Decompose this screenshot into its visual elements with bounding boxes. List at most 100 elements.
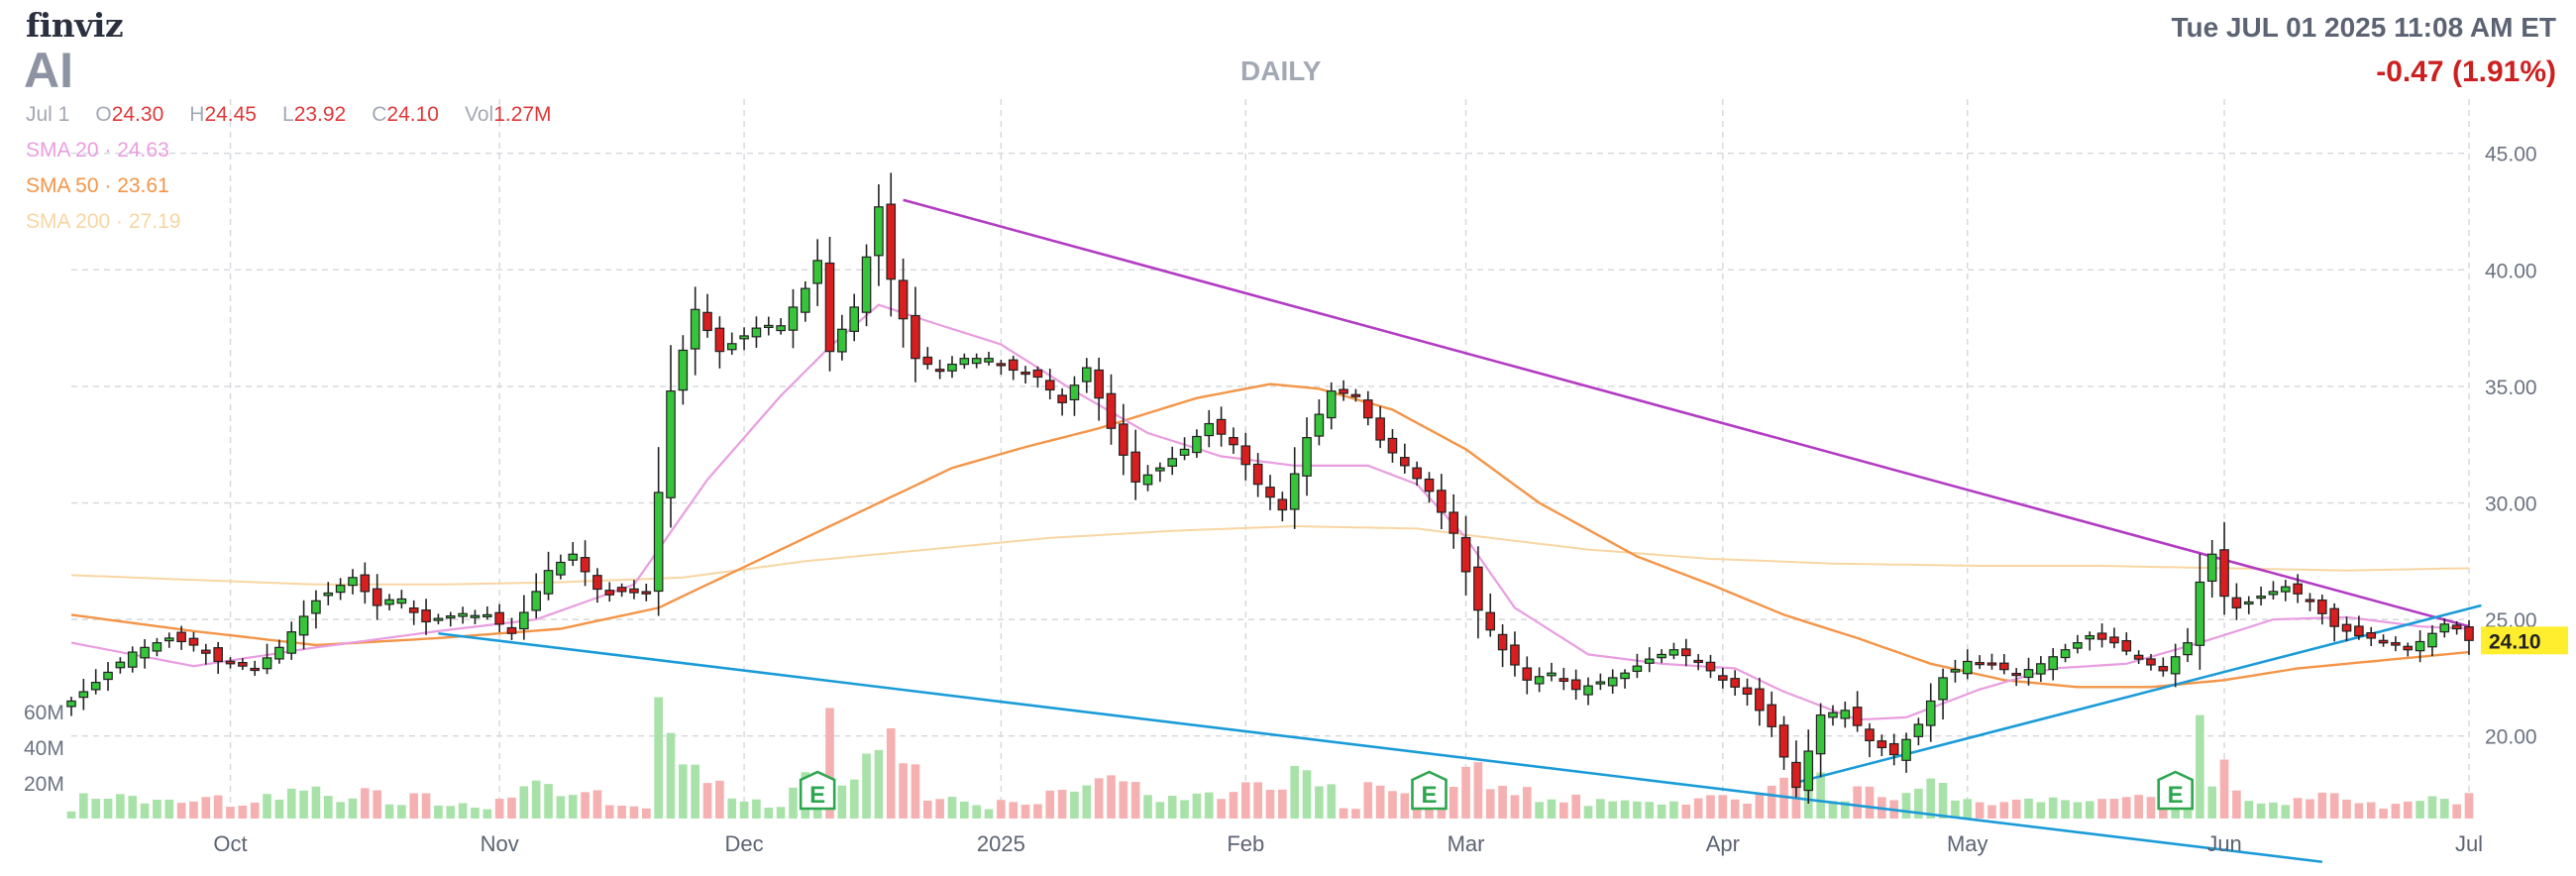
candle-down [1877,740,1887,749]
volume-bar [1730,799,1740,819]
earnings-marker-label: E [2168,782,2184,809]
candle-up [286,631,297,654]
volume-bar [691,764,700,819]
volume-bar [507,797,516,819]
volume-bar [128,796,138,819]
candle-up [1815,713,1826,755]
candle-down [1558,678,1569,683]
sma200-legend[interactable]: SMA 200 · 27.19 [26,210,181,233]
candle-down [886,203,897,280]
candle-up [1289,473,1300,510]
earnings-marker [2157,770,2194,811]
candle-down [1986,662,1997,666]
volume-bar [2342,799,2351,819]
sma20-legend[interactable]: SMA 20 · 24.63 [26,139,169,162]
volume-bar [263,794,271,819]
ohlc-readout: Jul 1 O24.30 H24.45 L23.92 C24.10 Vol1.27M [26,103,578,127]
candle-down [1975,662,1985,666]
volume-bar [886,727,896,819]
candle-down [1020,371,1030,376]
volume-bar [2109,799,2119,819]
candle-down [1032,369,1043,379]
candle-down [1460,536,1471,573]
candle-up [323,592,334,597]
volume-bar [1535,802,1544,819]
volume-bar [79,793,88,819]
candle-down [2341,623,2352,632]
volume-bar [837,785,847,819]
volume-bar [1645,802,1655,819]
volume-bar [1094,778,1104,819]
volume-bar [1290,765,1300,819]
candle-up [678,349,689,391]
candle-up [311,600,321,614]
candle-down [2096,632,2107,640]
volume-bar [226,807,235,819]
candle-up [874,206,884,257]
volume-bar [1865,786,1875,819]
volume-bar [1522,787,1532,819]
candle-down [1791,761,1801,789]
volume-bar [238,805,248,819]
volume-bar [679,764,688,819]
timeframe-label[interactable]: DAILY [1240,55,1322,86]
candle-up [2427,632,2437,648]
candle-down [176,631,186,643]
candle-down [2464,625,2474,641]
candle-up [1069,384,1080,400]
candle-up [1962,660,1973,675]
candle-down [238,662,248,667]
x-tick-label: Dec [725,831,764,856]
x-tick-label: Mar [1448,831,1485,856]
quote-datetime: Tue JUL 01 2025 11:08 AM ET [2171,12,2556,43]
volume-bar [458,803,468,819]
trendline-upper [903,198,2470,628]
candle-down [1008,359,1019,372]
volume-bar [1130,782,1140,819]
volume-bar [776,807,786,819]
candle-up [163,637,174,642]
candle-down [1852,707,1863,726]
volume-bar [397,805,406,819]
x-tick-label: Jun [2206,831,2241,856]
volume-bar [1351,809,1360,819]
volume-bar [1400,793,1410,819]
volume-bar [1155,802,1165,819]
candle-up [1142,474,1153,486]
x-tick-label: Oct [213,831,247,856]
candle-down [225,660,236,665]
volume-bar [1596,799,1605,819]
y-tick-label: 30.00 [2485,493,2537,516]
last-price-label: 24.10 [2489,630,2541,653]
candle-up [66,700,76,708]
earnings-marker [799,770,836,811]
candle-up [519,611,529,630]
volume-bar [1901,793,1911,819]
candle-down [1570,679,1581,691]
volume-bar [764,807,774,819]
volume-bar [1510,795,1520,819]
candle-down [1888,742,1899,756]
volume-bar [2293,798,2303,819]
volume-bar [2379,809,2388,819]
candle-up [984,358,994,363]
candle-up [556,561,566,576]
sma50-line [70,383,2470,689]
candle-up [568,553,579,561]
candle-up [837,328,847,353]
candle-down [2329,607,2339,627]
candle-down [2219,549,2229,598]
volume-bar [2061,800,2070,819]
candle-up [1925,700,1936,726]
candle-down [1473,566,1483,611]
candle-down [616,587,627,593]
volume-bar [617,805,626,819]
volume-bar [1192,793,1202,819]
finviz-logo[interactable]: finviz [26,6,124,45]
sma50-legend[interactable]: SMA 50 · 23.61 [26,174,169,197]
volume-bar [2244,801,2254,819]
candle-up [861,256,872,313]
volume-bar [2011,799,2021,819]
x-tick-label: 2025 [977,831,1025,856]
